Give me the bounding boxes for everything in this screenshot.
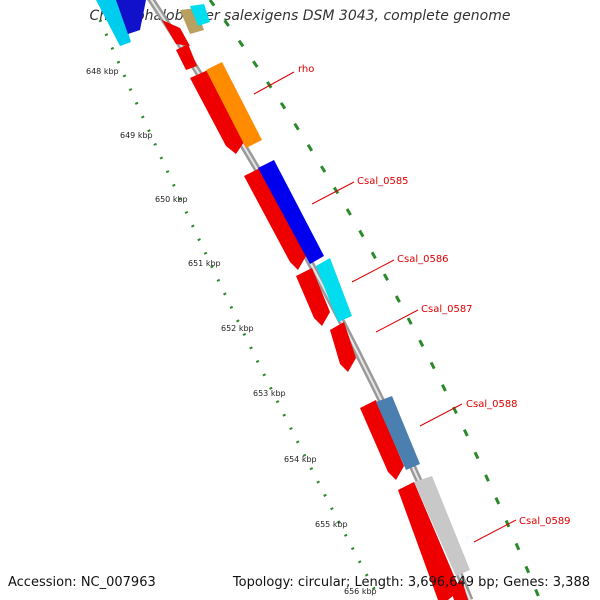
- gene-csal-0589: [414, 476, 470, 576]
- gene-cds: [190, 70, 244, 154]
- gene-cds: [360, 400, 404, 480]
- kbp-label: 648 kbp: [86, 67, 119, 76]
- label-leader: [351, 259, 395, 283]
- accession-label: Accession: NC_007963: [8, 575, 156, 590]
- gene-csal-0588: [376, 396, 420, 470]
- kbp-label: 650 kbp: [155, 195, 188, 204]
- gene-cds: [296, 268, 330, 326]
- gene-cds: [450, 580, 468, 600]
- gene-cds: [190, 4, 210, 26]
- kbp-label: 652 kbp: [221, 324, 254, 333]
- gene-label-csal-0589[interactable]: Csal_0589: [519, 516, 571, 527]
- label-leader: [253, 71, 295, 95]
- kbp-label: 651 kbp: [188, 259, 221, 268]
- gene-label-csal-0588[interactable]: Csal_0588: [466, 399, 518, 410]
- kbp-tick-track: [98, 19, 382, 600]
- gene-cds: [116, 0, 146, 34]
- label-leader: [473, 519, 517, 543]
- label-leader: [375, 309, 419, 333]
- kbp-label: 654 kbp: [284, 455, 317, 464]
- gene-label-rho[interactable]: rho: [298, 64, 314, 75]
- gene-cds: [176, 44, 197, 70]
- kbp-label: 656 kbp: [344, 587, 377, 596]
- genome-summary: Topology: circular; Length: 3,696,649 bp…: [232, 575, 590, 590]
- kbp-label: 649 kbp: [120, 131, 153, 140]
- label-leader: [419, 403, 463, 427]
- gene-csal-0587: [330, 322, 356, 372]
- gene-cds: [162, 20, 190, 46]
- gene-cds: [244, 168, 306, 270]
- gene-csal-0585: [258, 160, 324, 264]
- label-leader: [311, 181, 355, 205]
- gene-rho: [206, 62, 262, 148]
- gene-cds: [96, 0, 131, 46]
- minor-tick-track: [208, 0, 542, 600]
- kbp-label: 655 kbp: [315, 520, 348, 529]
- gene-csal-0586: [316, 258, 352, 322]
- kbp-label: 653 kbp: [253, 389, 286, 398]
- gene-label-csal-0587[interactable]: Csal_0587: [421, 304, 473, 315]
- gene-label-csal-0586[interactable]: Csal_0586: [397, 254, 449, 265]
- gene-label-csal-0585[interactable]: Csal_0585: [357, 176, 409, 187]
- gene-cds: [398, 482, 460, 600]
